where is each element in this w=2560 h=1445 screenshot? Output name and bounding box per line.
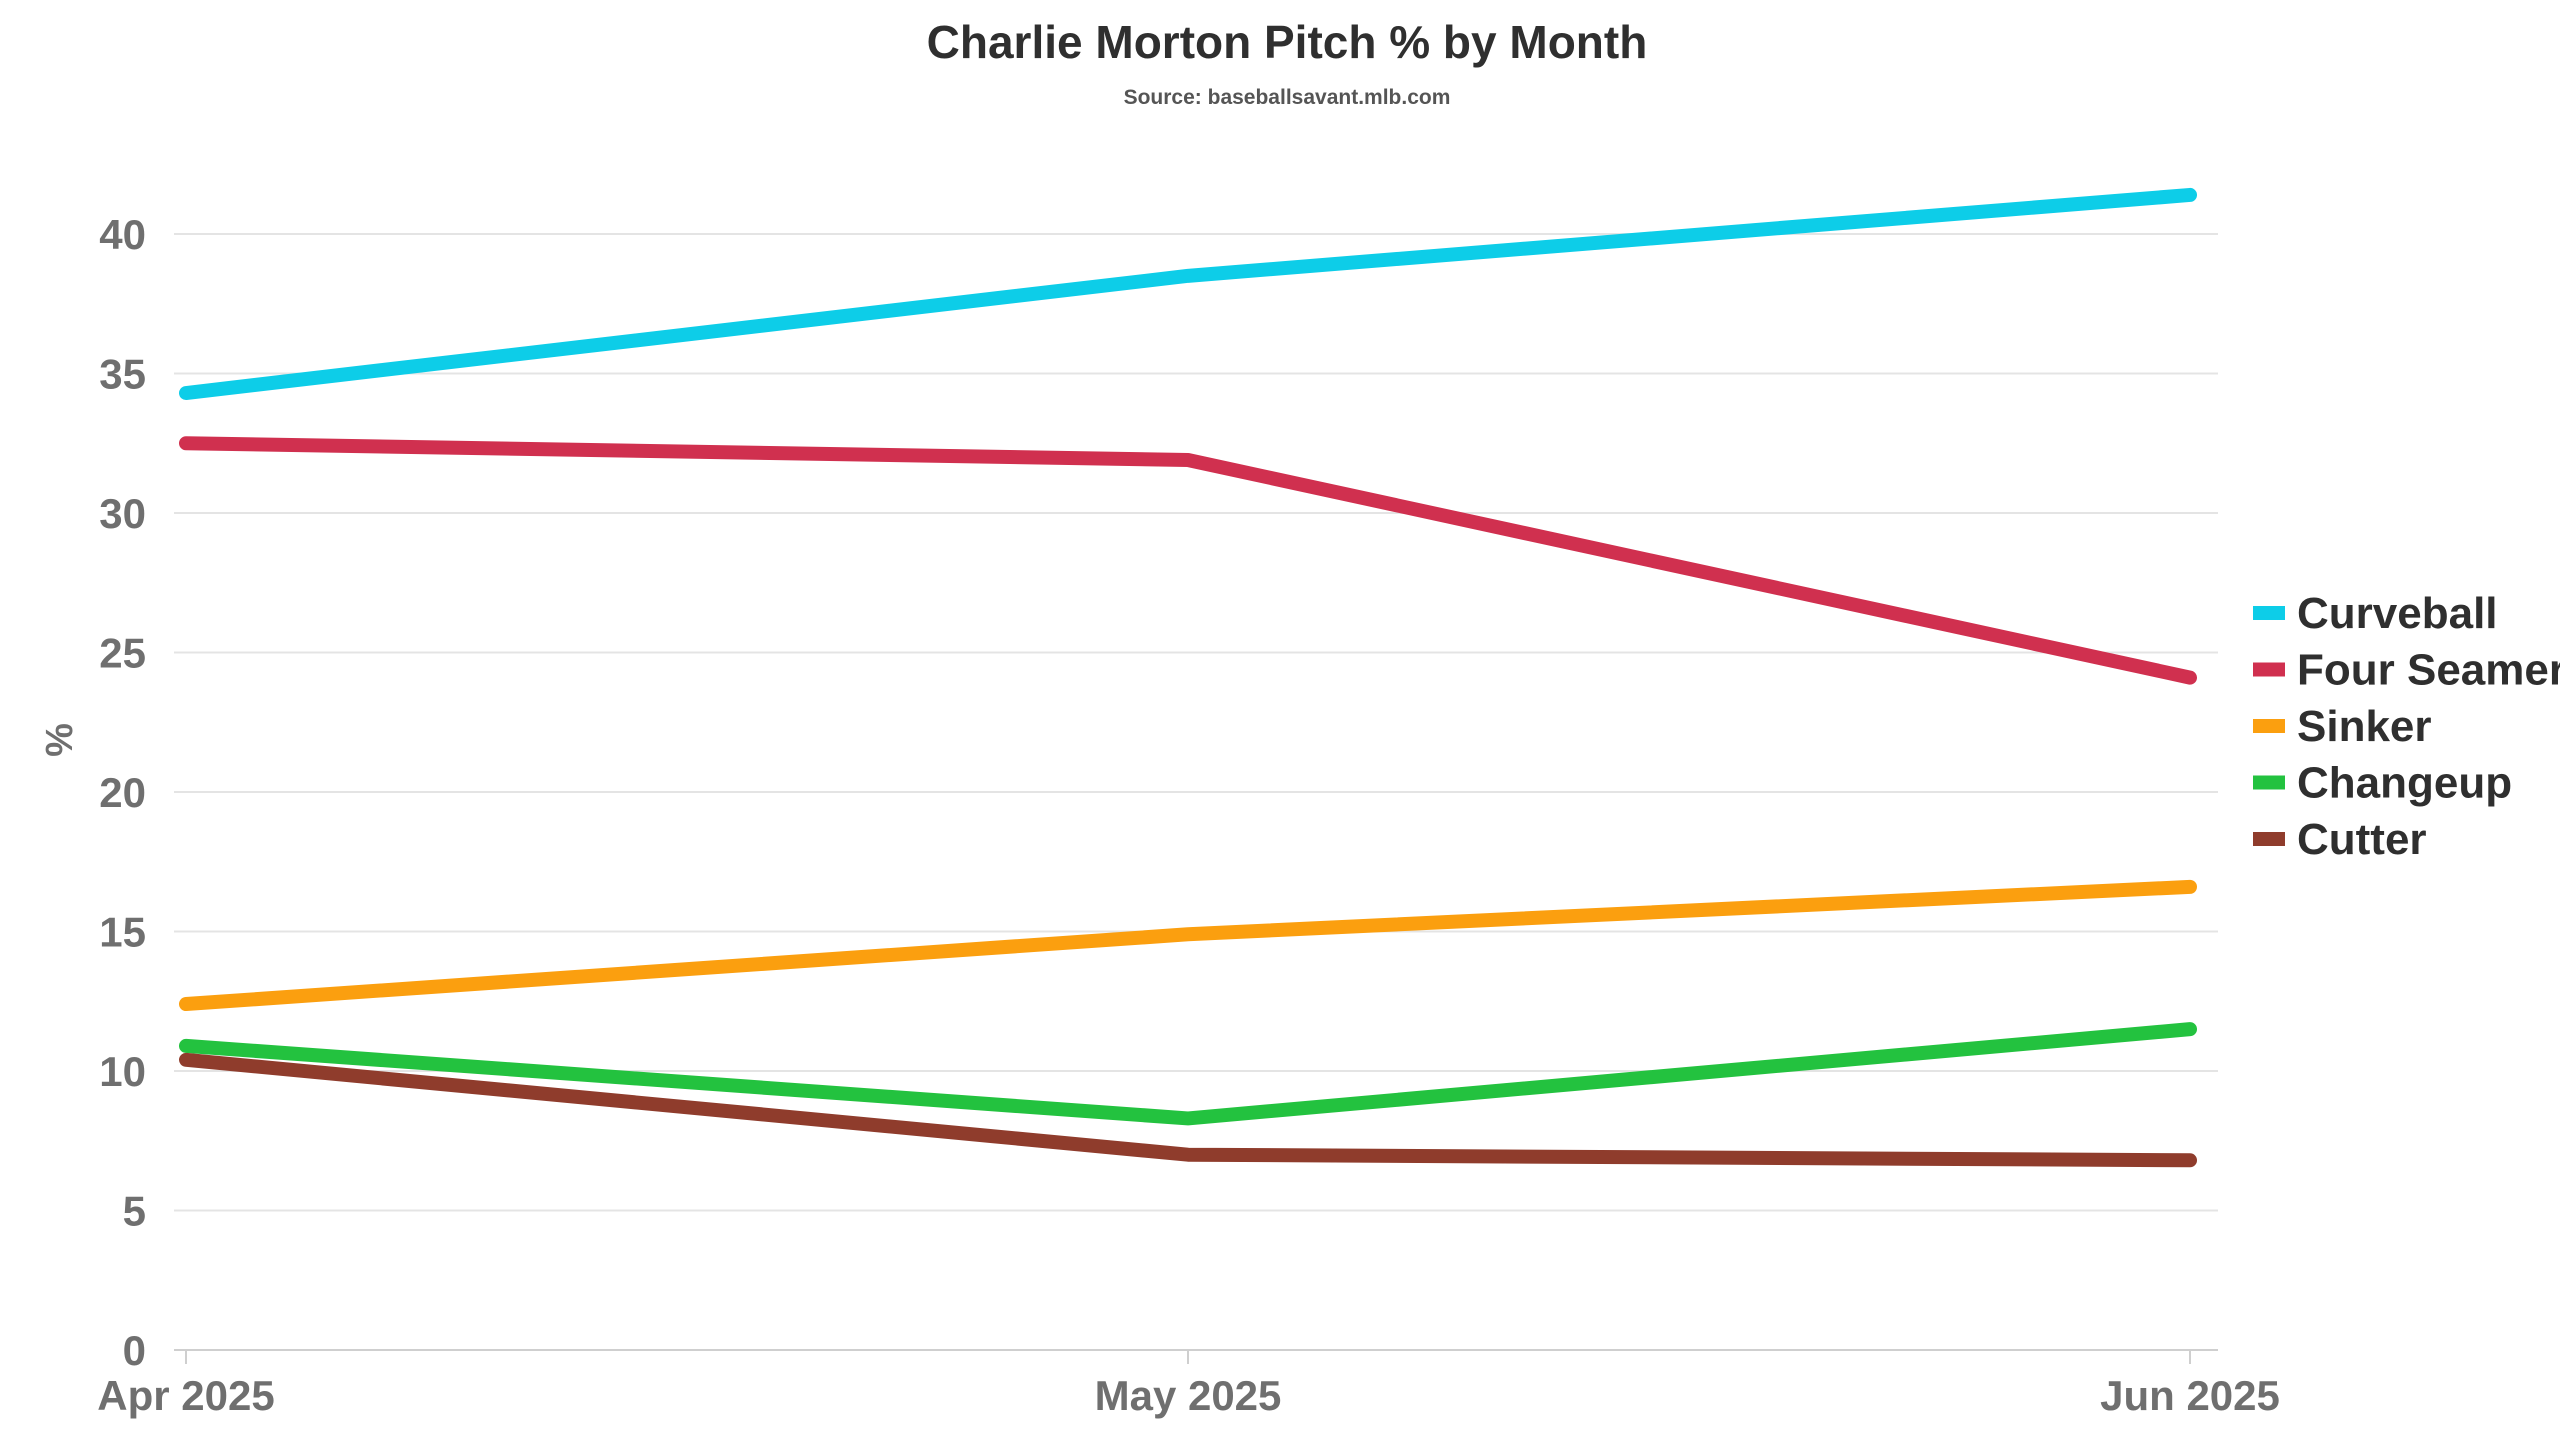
y-tick-label: 25 [99, 630, 146, 677]
legend-label: Cutter [2297, 815, 2427, 864]
legend-swatch [2253, 832, 2285, 846]
y-tick-label: 30 [99, 490, 146, 537]
legend-swatch [2253, 606, 2285, 620]
legend-swatch [2253, 662, 2285, 677]
legend-item-changeup[interactable]: Changeup [2253, 759, 2512, 808]
legend-label: Four Seamer [2297, 646, 2560, 695]
series-line-changeup[interactable] [179, 1022, 2197, 1126]
y-tick-label: 10 [99, 1048, 146, 1095]
y-tick-label: 20 [99, 769, 146, 816]
y-axis-ticks: 0 5 10 15 20 25 30 35 40 [99, 211, 146, 1374]
series-lines [179, 187, 2197, 1168]
legend-item-four-seamer[interactable]: Four Seamer [2253, 646, 2560, 695]
y-tick-label: 40 [99, 211, 146, 258]
legend-swatch [2253, 775, 2285, 790]
legend-label: Sinker [2297, 702, 2432, 751]
legend-item-curveball[interactable]: Curveball [2253, 589, 2498, 638]
series-line-four-seamer[interactable] [179, 436, 2197, 685]
x-tick-label: Apr 2025 [97, 1372, 274, 1419]
legend-label: Curveball [2297, 589, 2498, 638]
y-tick-label: 35 [99, 351, 146, 398]
legend-label: Changeup [2297, 759, 2512, 808]
x-axis-ticks: Apr 2025 May 2025 Jun 2025 [97, 1350, 2280, 1419]
y-axis-label: % [39, 723, 81, 757]
legend-item-sinker[interactable]: Sinker [2253, 702, 2432, 751]
legend-swatch [2253, 719, 2285, 733]
legend-item-cutter[interactable]: Cutter [2253, 815, 2427, 864]
chart-title: Charlie Morton Pitch % by Month [927, 16, 1648, 68]
series-line-sinker[interactable] [179, 879, 2197, 1012]
x-tick-label: Jun 2025 [2100, 1372, 2280, 1419]
legend[interactable]: Curveball Four Seamer Sinker Changeup Cutter [2253, 589, 2560, 864]
series-line-curveball[interactable] [179, 187, 2197, 401]
chart-subtitle: Source: baseballsavant.mlb.com [1124, 86, 1451, 109]
series-line-cutter[interactable] [179, 1052, 2197, 1168]
y-tick-label: 5 [123, 1188, 146, 1235]
x-tick-label: May 2025 [1095, 1372, 1282, 1419]
y-tick-label: 0 [123, 1327, 146, 1374]
y-tick-label: 15 [99, 909, 146, 956]
gridlines [174, 233, 2218, 1351]
